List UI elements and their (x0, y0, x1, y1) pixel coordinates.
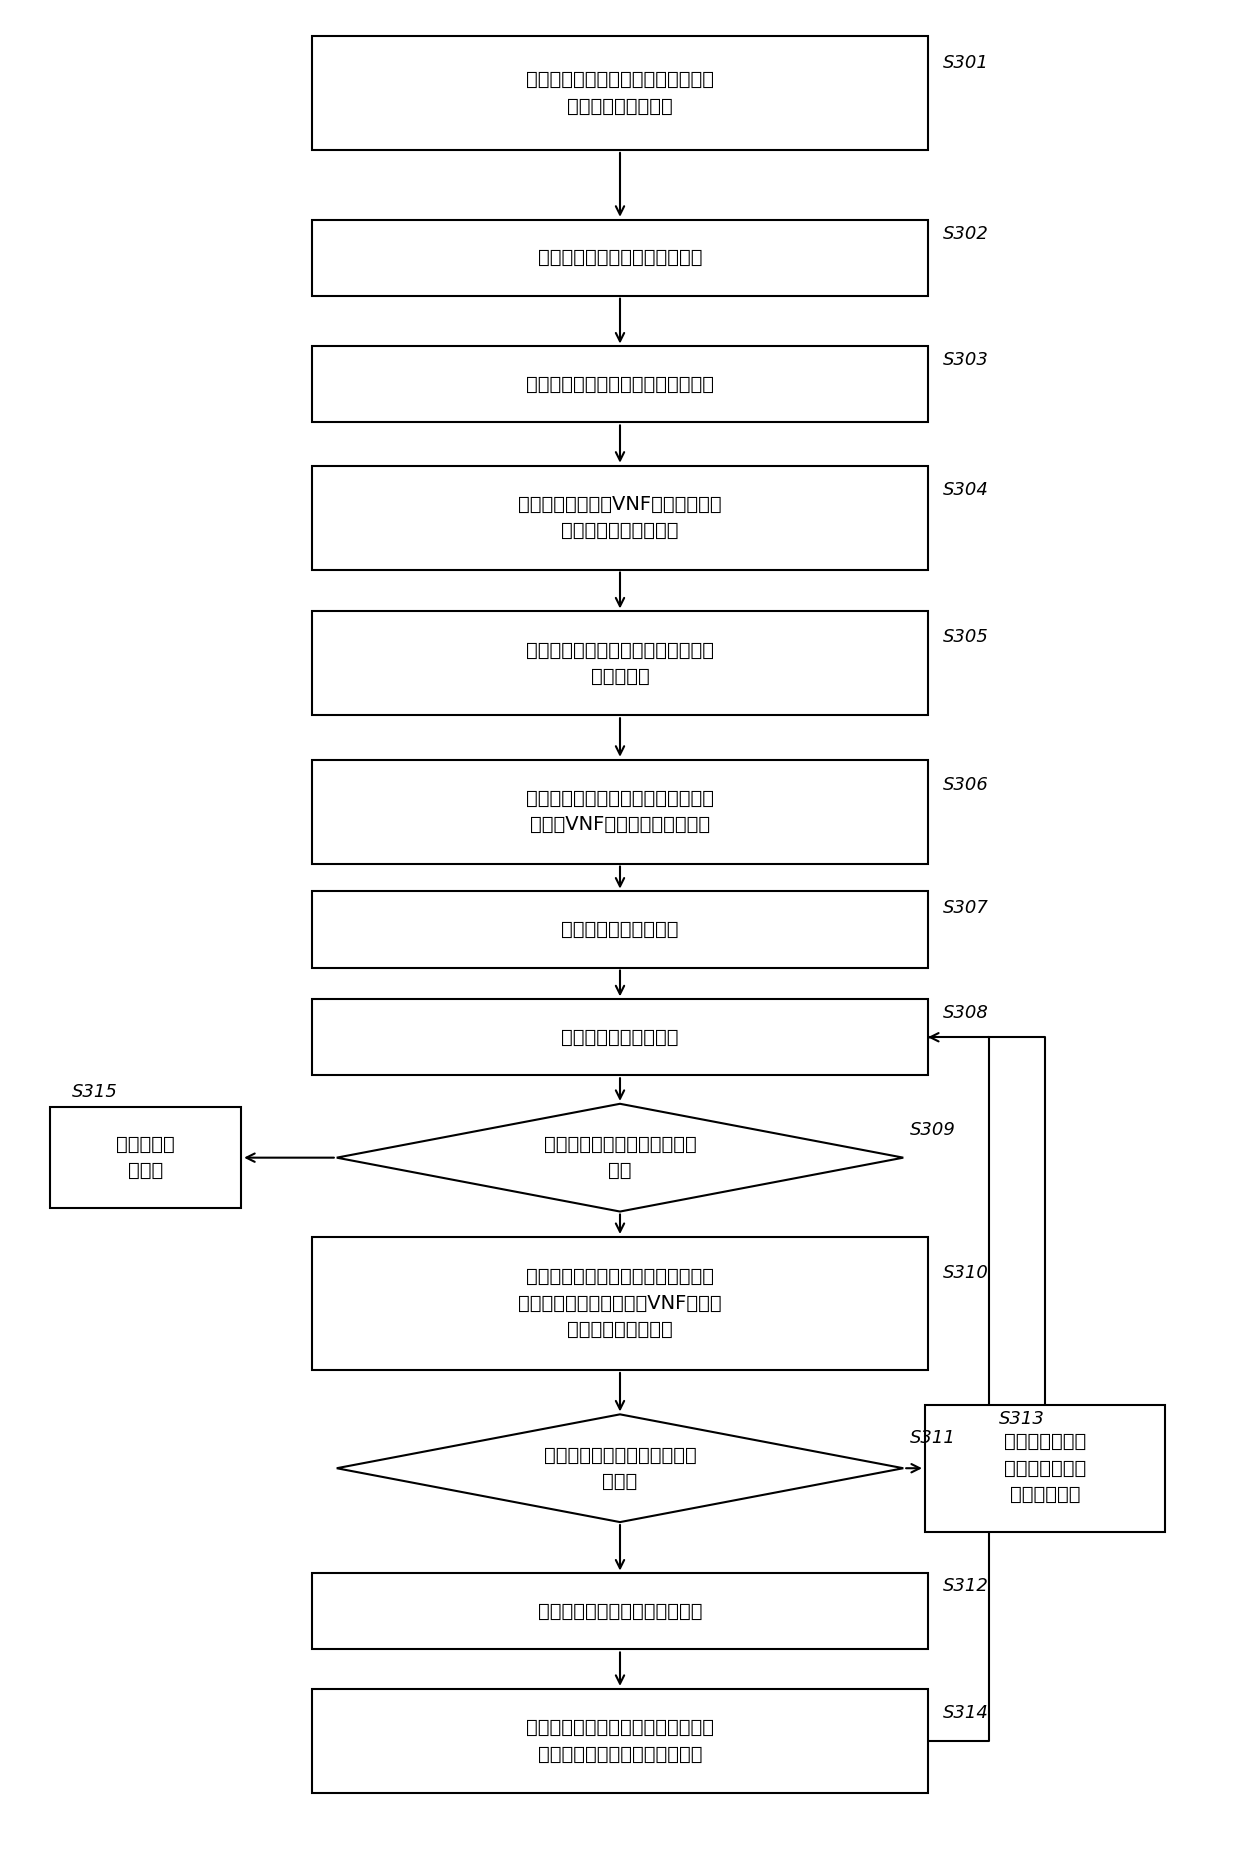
Polygon shape (337, 1104, 903, 1212)
Bar (312, 219, 928, 296)
Text: S309: S309 (909, 1121, 955, 1140)
Text: S310: S310 (942, 1264, 988, 1283)
Text: S303: S303 (942, 351, 988, 370)
Bar (312, 346, 928, 422)
Bar (51, 1106, 242, 1208)
Text: S305: S305 (942, 628, 988, 645)
Text: S304: S304 (942, 481, 988, 498)
Text: S312: S312 (942, 1576, 988, 1595)
Bar (312, 1688, 928, 1792)
Text: 将已经完成迁移计划的迁出主机移出
，并进行次优先迁出主机的计算: 将已经完成迁移计划的迁出主机移出 ，并进行次优先迁出主机的计算 (526, 1718, 714, 1764)
Text: 负载超过阈值的主机确认为迁出主机: 负载超过阈值的主机确认为迁出主机 (526, 376, 714, 394)
Bar (925, 1405, 1166, 1532)
Bar (312, 1236, 928, 1370)
Text: S311: S311 (909, 1430, 955, 1446)
Bar (312, 892, 928, 967)
Bar (312, 760, 928, 864)
Bar (312, 465, 928, 569)
Text: S308: S308 (942, 1004, 988, 1022)
Text: S307: S307 (942, 900, 988, 916)
Text: S315: S315 (72, 1082, 118, 1101)
Text: 移出当前迁出主
机，继续计算次
优先迁入主机: 移出当前迁出主 机，继续计算次 优先迁入主机 (1004, 1431, 1086, 1504)
Text: 得到完整迁
移计划: 得到完整迁 移计划 (117, 1134, 175, 1180)
Bar (312, 612, 928, 716)
Text: 获取当前最优迁出主机: 获取当前最优迁出主机 (562, 1028, 678, 1047)
Text: 判断迁入主机和迁出主机是否
为空: 判断迁入主机和迁出主机是否 为空 (543, 1134, 697, 1180)
Text: S313: S313 (999, 1409, 1045, 1428)
Text: 计算迁出主机上的VNF在观测周期内
的历史负载数据平均值: 计算迁出主机上的VNF在观测周期内 的历史负载数据平均值 (518, 494, 722, 541)
Bar (312, 1000, 928, 1075)
Text: S314: S314 (942, 1705, 988, 1721)
Polygon shape (337, 1415, 903, 1523)
Text: 按历史负载数据平均值大小排序: 按历史负载数据平均值大小排序 (538, 249, 702, 268)
Text: S301: S301 (942, 54, 988, 71)
Text: 计算集群中所有主机在观测周期内的
历史负载数据平均值: 计算集群中所有主机在观测周期内的 历史负载数据平均值 (526, 71, 714, 115)
Text: S302: S302 (942, 225, 988, 244)
Bar (312, 35, 928, 151)
Text: S306: S306 (942, 775, 988, 794)
Text: 根据负载均衡算法，筛选迁出主机、
迁入的VNF，作为备选迁出主机: 根据负载均衡算法，筛选迁出主机、 迁入的VNF，作为备选迁出主机 (526, 788, 714, 835)
Bar (312, 1573, 928, 1649)
Text: 判断迁入主机负载数据是否超
过阈值: 判断迁入主机负载数据是否超 过阈值 (543, 1446, 697, 1491)
Text: 负载数据由低到高，选择主机作为备
选迁入主机: 负载数据由低到高，选择主机作为备 选迁入主机 (526, 641, 714, 686)
Text: 计算尝试将最优先迁出主机上的超出
阈值部分的负载所对应的VNF迁移到
最优先的迁入主机上: 计算尝试将最优先迁出主机上的超出 阈值部分的负载所对应的VNF迁移到 最优先的迁… (518, 1268, 722, 1340)
Text: 确认迁移计划，并储存迁移计划: 确认迁移计划，并储存迁移计划 (538, 1602, 702, 1621)
Text: 获取当前最优迁入主机: 获取当前最优迁入主机 (562, 920, 678, 939)
